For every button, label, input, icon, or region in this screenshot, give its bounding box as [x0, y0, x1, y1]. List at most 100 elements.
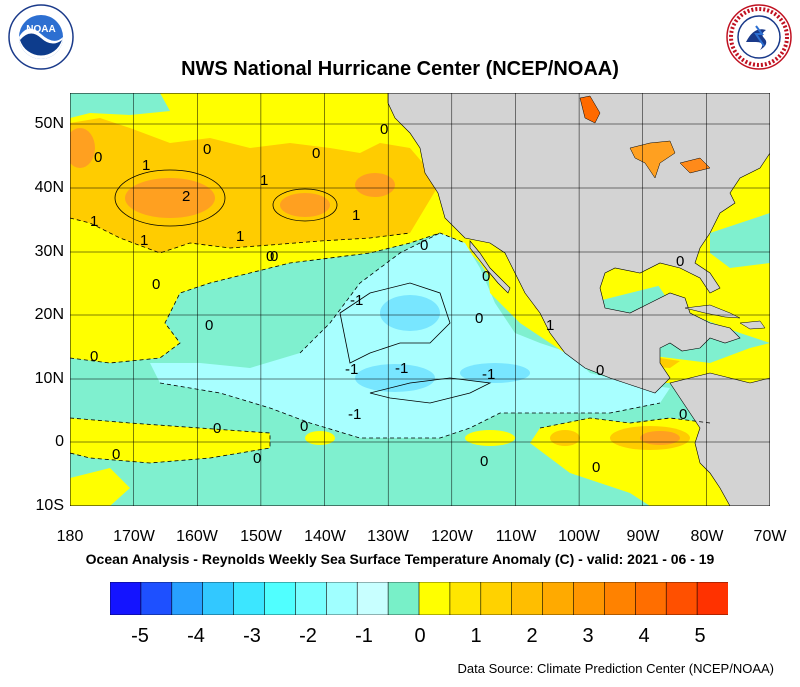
- page-title: NWS National Hurricane Center (NCEP/NOAA…: [181, 58, 619, 80]
- hot-core-175w: [70, 128, 95, 168]
- lat-label: 40N: [34, 179, 64, 196]
- contour-label: 0: [679, 406, 687, 423]
- colorbar-swatch: [696, 582, 728, 615]
- colorbar-swatch: [295, 582, 328, 615]
- cold-patch-atlantic: [710, 213, 770, 268]
- lat-label: 10N: [34, 370, 64, 387]
- colorbar: [110, 582, 728, 615]
- noaa-logo-text: NOAA: [26, 24, 55, 35]
- colorbar-tick-label: 5: [694, 625, 706, 647]
- contour-label: 1: [140, 232, 148, 249]
- colorbar-tick-label: -2: [299, 625, 317, 647]
- colorbar-tick-label: -3: [243, 625, 261, 647]
- colorbar-swatch: [233, 582, 266, 615]
- colorbar-swatch: [449, 582, 482, 615]
- contour-label: 1: [352, 207, 360, 224]
- noaa-logo-icon: NOAA: [8, 4, 74, 70]
- lon-label: 180: [56, 528, 84, 545]
- colorbar-swatch: [634, 582, 667, 615]
- contour-lines-dashed: [70, 217, 711, 464]
- contour-label: 0: [94, 149, 102, 166]
- warm-core-peru-inner: [640, 431, 680, 445]
- hot-core-125w: [355, 173, 395, 197]
- colorbar-swatch: [511, 582, 544, 615]
- lon-label: 130W: [367, 528, 409, 545]
- colorbar-swatch: [264, 582, 297, 615]
- contour-label: 1: [260, 172, 268, 189]
- contour-label: 0: [266, 248, 274, 265]
- lat-label: 20N: [34, 306, 64, 323]
- contour-label: 0: [270, 248, 278, 265]
- lat-label: 30N: [34, 243, 64, 260]
- contour-label: 0: [205, 317, 213, 334]
- colorbar-tick-label: 2: [526, 625, 538, 647]
- colorbar-swatch: [573, 582, 606, 615]
- colorbar-swatch: [542, 582, 575, 615]
- lake-winnipeg: [579, 95, 601, 124]
- contour-label: -1: [482, 366, 495, 383]
- colorbar-swatch: [140, 582, 173, 615]
- contour-label: -1: [395, 360, 408, 377]
- contour-label: -1: [345, 361, 358, 378]
- warm-spot-130w: [305, 431, 335, 445]
- contour-label: -1: [348, 406, 361, 423]
- lon-label: 80W: [690, 528, 724, 545]
- lat-label: 10S: [35, 497, 64, 514]
- land-hispaniola: [739, 320, 766, 330]
- data-source: Data Source: Climate Prediction Center (…: [457, 661, 774, 676]
- colorbar-swatch: [387, 582, 420, 615]
- colorbar-tick-label: 3: [582, 625, 594, 647]
- contour-label: 0: [253, 450, 261, 467]
- contour-label: 0: [475, 310, 483, 327]
- lon-label: 110W: [495, 528, 537, 545]
- contour-label: 1: [546, 317, 554, 334]
- cold-pocket-3: [460, 363, 530, 383]
- warm-spot-eastern-pacific: [465, 430, 515, 446]
- colorbar-tick-label: -5: [131, 625, 149, 647]
- lon-label: 70W: [753, 528, 787, 545]
- colorbar-tick-label: 4: [638, 625, 650, 647]
- colorbar-tick-label: 1: [470, 625, 482, 647]
- lat-label: 0: [55, 433, 64, 450]
- lon-label: 140W: [304, 528, 346, 545]
- lon-label: 90W: [626, 528, 660, 545]
- contour-label: 0: [482, 268, 490, 285]
- cold-pocket-2: [380, 295, 440, 331]
- contour-label: 0: [152, 276, 160, 293]
- colorbar-tick-label: -4: [187, 625, 205, 647]
- contour-label: 2: [182, 188, 190, 205]
- contour-label: 0: [676, 253, 684, 270]
- warm-band-equatorial: [70, 418, 270, 463]
- colorbar-tick-label: 0: [414, 625, 426, 647]
- contour-label: 0: [213, 420, 221, 437]
- warm-band-south: [70, 468, 130, 506]
- colorbar-swatch: [326, 582, 359, 615]
- map-grid: [70, 93, 770, 506]
- contour-label: 0: [480, 453, 488, 470]
- contour-label: -1: [350, 292, 363, 309]
- land-south-america: [669, 372, 770, 506]
- great-lakes-east: [679, 157, 711, 174]
- great-lakes: [629, 140, 676, 179]
- cold-tongue-subtropical: [150, 233, 670, 438]
- map-subtitle: Ocean Analysis - Reynolds Weekly Sea Sur…: [85, 551, 715, 567]
- contour-label: 1: [90, 213, 98, 230]
- colorbar-swatch: [418, 582, 451, 615]
- contour-label: 0: [596, 362, 604, 379]
- contour-label: 1: [142, 157, 150, 174]
- contour-label: 0: [112, 446, 120, 463]
- sst-anomaly-map: 0 0 0 0 0 0 0 0 0 0 0 0 0 0 0 0 0 0 0 0: [70, 93, 770, 506]
- contour-label: 0: [90, 348, 98, 365]
- contour-lines-solid: [114, 169, 492, 404]
- lat-label: 50N: [34, 115, 64, 132]
- nws-logo-icon: [726, 4, 792, 70]
- colorbar-swatch: [110, 582, 142, 615]
- lon-label: 100W: [558, 528, 600, 545]
- lon-label: 150W: [240, 528, 282, 545]
- lon-label: 120W: [431, 528, 473, 545]
- colorbar-swatch: [356, 582, 389, 615]
- warm-band-midlat: [70, 118, 440, 253]
- lon-label: 160W: [176, 528, 218, 545]
- land-baja-california: [469, 240, 511, 294]
- contour-label: 1: [236, 228, 244, 245]
